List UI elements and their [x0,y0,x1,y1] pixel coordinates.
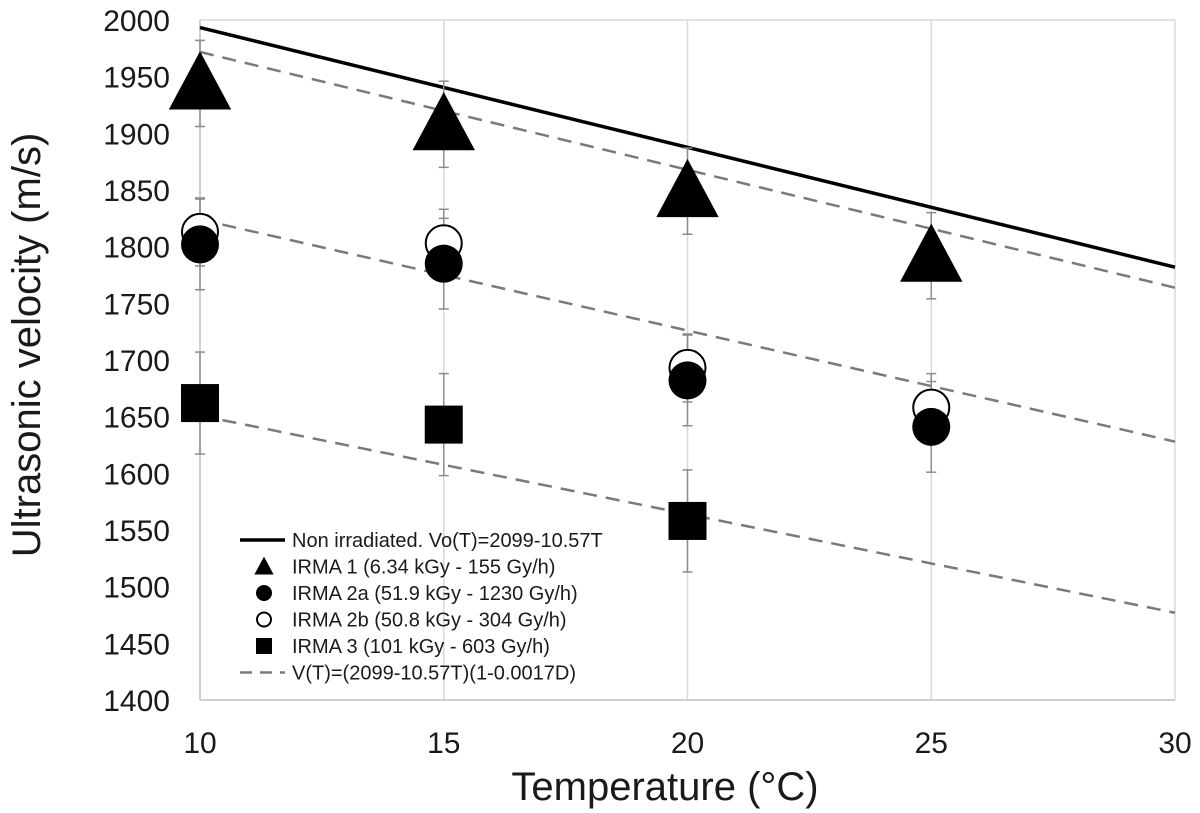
legend-label-0: Non irradiated. Vo(T)=2099-10.57T [292,530,603,552]
dashed-fit-line-2 [199,218,1176,443]
x-tick-label-30: 30 [1158,727,1191,760]
y-tick-label-1400: 1400 [103,685,170,718]
y-tick-label-1800: 1800 [103,232,170,265]
triangle-filled-marker-2 [656,158,719,218]
legend-symbol-3 [256,611,272,628]
y-tick-label-1700: 1700 [103,345,170,378]
circle-filled-marker-2 [668,361,707,400]
legend-label-4: IRMA 3 (101 kGy - 603 Gy/h) [292,636,550,658]
y-tick-label-1750: 1750 [103,288,170,321]
circle-filled-marker-0 [181,225,219,264]
circle-filled-marker-3 [912,407,951,446]
legend-label-3: IRMA 2b (50.8 kGy - 304 Gy/h) [292,610,567,632]
y-tick-label-1650: 1650 [103,402,170,435]
y-tick-label-1550: 1550 [103,515,170,548]
triangle-filled-marker-1 [412,92,475,151]
square-filled-marker-1 [424,405,463,444]
y-tick-label-1500: 1500 [103,572,170,605]
y-tick-label-1850: 1850 [103,175,170,208]
legend-symbol-1 [254,556,274,575]
tick-labels: 1400 1450 1500 1550 1600 1650 1700 1750 1800 1850… [103,5,1191,760]
square-filled-marker-2 [668,501,707,540]
x-tick-label-20: 20 [671,727,704,760]
circle-filled-marker-1 [424,244,463,283]
triangle-filled-marker-0 [168,51,232,110]
legend-label-2: IRMA 2a (51.9 kGy - 1230 Gy/h) [292,583,578,605]
legend-label-5: V(T)=(2099-10.57T)(1-0.0017D) [292,663,576,685]
dashed-fit-line-3 [199,414,1176,614]
legend: Non irradiated. Vo(T)=2099-10.57T IRMA 1 … [240,530,603,685]
y-tick-label-1450: 1450 [103,628,170,661]
legend-label-1: IRMA 1 (6.34 kGy - 155 Gy/h) [292,557,555,579]
data-markers [168,51,963,540]
legend-symbol-2 [256,585,272,601]
y-tick-label-2000: 2000 [103,5,170,38]
x-tick-label-25: 25 [915,727,948,760]
y-tick-label-1950: 1950 [103,62,170,95]
y-tick-label-1900: 1900 [103,118,170,151]
y-tick-label-1600: 1600 [103,458,170,491]
square-filled-marker-0 [181,384,219,423]
x-tick-label-10: 10 [183,727,216,760]
x-tick-label-15: 15 [427,727,460,760]
y-axis-title: Ultrasonic velocity (m/s) [5,133,49,558]
triangle-filled-marker-3 [900,223,963,282]
legend-symbol-4 [256,638,272,654]
x-axis-title: Temperature (°C) [511,765,818,809]
dashed-fit-line-1 [199,50,1176,289]
